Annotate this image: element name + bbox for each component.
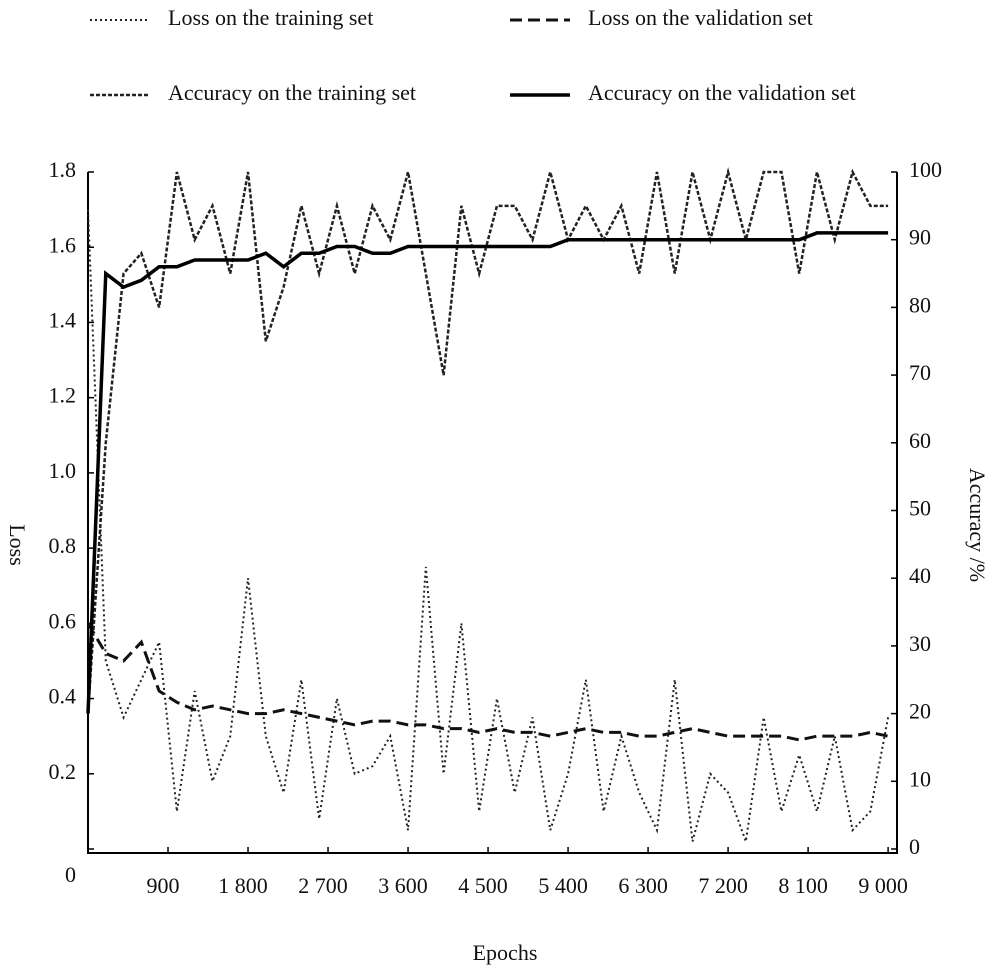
x-tick-label: 3 600 bbox=[378, 873, 428, 898]
y-tick-label: 0 bbox=[65, 862, 76, 887]
y-tick-label: 1.6 bbox=[49, 232, 77, 257]
y-tick-label: 0.2 bbox=[49, 759, 77, 784]
series-line bbox=[86, 167, 889, 714]
y2-tick-label: 20 bbox=[909, 699, 931, 724]
x-tick-label: 7 200 bbox=[698, 873, 748, 898]
legend-label: Loss on the validation set bbox=[588, 5, 813, 30]
y-tick-label: 1.4 bbox=[49, 307, 77, 332]
series-line bbox=[87, 209, 890, 842]
y2-tick-label: 60 bbox=[909, 428, 931, 453]
y2-axis-label: Accuracy /% bbox=[965, 468, 990, 582]
x-tick-label: 2 700 bbox=[298, 873, 348, 898]
x-tick-label: 1 800 bbox=[218, 873, 268, 898]
series-line bbox=[86, 622, 889, 742]
y2-tick-label: 40 bbox=[909, 563, 931, 588]
x-tick-label: 6 300 bbox=[618, 873, 668, 898]
y2-tick-label: 70 bbox=[909, 360, 931, 385]
x-tick-label: 5 400 bbox=[538, 873, 588, 898]
y2-tick-label: 90 bbox=[909, 225, 931, 250]
x-tick-label: 900 bbox=[147, 873, 180, 898]
y-tick-label: 1.0 bbox=[49, 458, 77, 483]
series-line bbox=[86, 231, 889, 714]
y-tick-label: 1.2 bbox=[49, 383, 77, 408]
legend-label: Loss on the training set bbox=[168, 5, 373, 30]
y2-tick-label: 50 bbox=[909, 496, 931, 521]
y-tick-label: 0.6 bbox=[49, 608, 77, 633]
legend-label: Accuracy on the training set bbox=[168, 80, 416, 105]
x-tick-label: 8 100 bbox=[778, 873, 828, 898]
y-tick-label: 0.8 bbox=[49, 533, 77, 558]
y-tick-label: 1.8 bbox=[49, 157, 77, 182]
y2-tick-label: 10 bbox=[909, 766, 931, 791]
y-tick-label: 0.4 bbox=[49, 684, 77, 709]
y-axis-label: Loss bbox=[5, 524, 30, 566]
y2-tick-label: 30 bbox=[909, 631, 931, 656]
x-axis-label: Epochs bbox=[473, 940, 538, 965]
y2-tick-label: 0 bbox=[909, 834, 920, 859]
y2-tick-label: 100 bbox=[909, 157, 942, 182]
x-tick-label: 4 500 bbox=[458, 873, 508, 898]
legend-label: Accuracy on the validation set bbox=[588, 80, 856, 105]
x-tick-label: 9 000 bbox=[858, 873, 908, 898]
y2-tick-label: 80 bbox=[909, 292, 931, 317]
